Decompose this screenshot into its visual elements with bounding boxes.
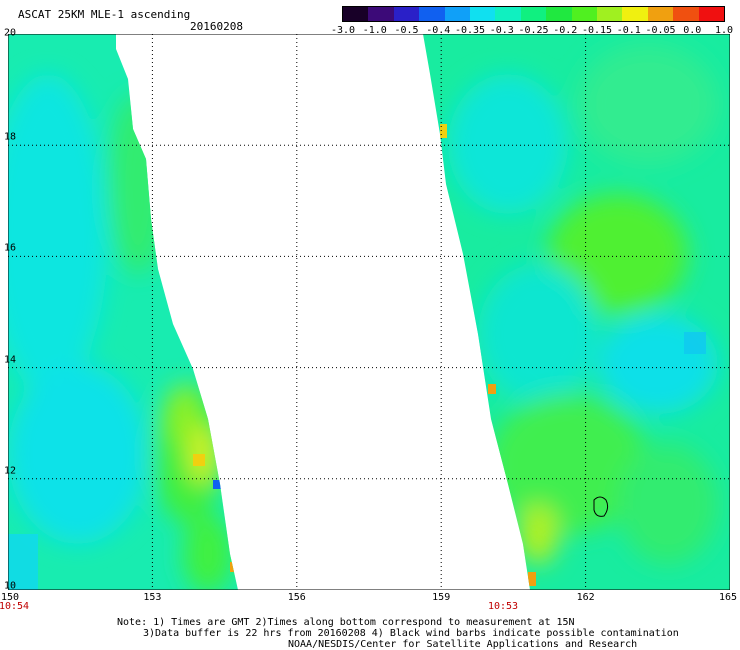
colorbar-segment: [444, 7, 471, 21]
note-line-2: 3)Data buffer is 22 hrs from 20160208 4)…: [143, 628, 679, 639]
contamination-contour: [593, 496, 609, 517]
colorbar-segment: [393, 7, 420, 21]
lat-tick-label: 14: [4, 354, 17, 366]
colorbar-segment: [622, 7, 648, 21]
note-line-1: Note: 1) Times are GMT 2)Times along bot…: [117, 617, 575, 628]
lat-tick-label: 10: [4, 580, 17, 592]
colorbar-segment: [470, 7, 496, 21]
lat-tick-label: 16: [4, 242, 17, 254]
note-line-3: NOAA/NESDIS/Center for Satellite Applica…: [288, 639, 638, 650]
colorbar-segment: [673, 7, 699, 21]
data-swath-left: [8, 34, 238, 590]
lat-tick-label: 20: [4, 27, 17, 39]
colorbar-label: -0.4: [426, 25, 451, 36]
colorbar-label: -0.2: [553, 25, 578, 36]
colorbar: [342, 6, 725, 22]
map-title: ASCAT 25KM MLE-1 ascending: [18, 8, 191, 21]
lon-tick-label: 159: [432, 592, 451, 603]
lon-tick-label: 150: [0, 592, 20, 603]
colorbar-segment: [343, 7, 369, 21]
colorbar-label: -3.0: [330, 25, 356, 36]
lon-tick-label: 153: [143, 592, 162, 603]
colorbar-label: -0.25: [518, 25, 549, 36]
colorbar-label: -0.1: [616, 25, 641, 36]
lat-tick-label: 18: [4, 131, 17, 143]
pass-time-left: 10:54: [0, 601, 30, 612]
colorbar-label: 0.0: [683, 25, 702, 36]
colorbar-segment: [546, 7, 572, 21]
colorbar-label: -0.5: [394, 25, 419, 36]
colorbar-segment: [520, 7, 547, 21]
map-grid: [8, 34, 730, 590]
colorbar-segment: [597, 7, 623, 21]
lon-tick-label: 165: [718, 592, 738, 603]
colorbar-segment: [698, 7, 725, 21]
colorbar-label: -0.05: [645, 25, 676, 36]
pass-time-right: 10:53: [487, 601, 519, 612]
colorbar-label: -0.3: [489, 25, 514, 36]
colorbar-segment: [419, 7, 445, 21]
footer-notes: Note: 1) Times are GMT 2)Times along bot…: [117, 617, 679, 650]
lon-tick-label: 156: [287, 592, 306, 603]
colorbar-label: 1.0: [714, 25, 734, 36]
lat-tick-label: 12: [4, 465, 17, 477]
map-date: 20160208: [190, 20, 243, 33]
colorbar-label: -0.35: [454, 25, 486, 36]
colorbar-segment: [571, 7, 598, 21]
map-plot: [8, 34, 730, 590]
colorbar-label: -1.0: [362, 25, 387, 36]
colorbar-segment: [495, 7, 521, 21]
colorbar-segment: [368, 7, 394, 21]
colorbar-segment: [647, 7, 674, 21]
colorbar-label: -0.15: [581, 25, 613, 36]
lon-tick-label: 162: [576, 592, 595, 603]
data-swath-right: [423, 34, 730, 590]
